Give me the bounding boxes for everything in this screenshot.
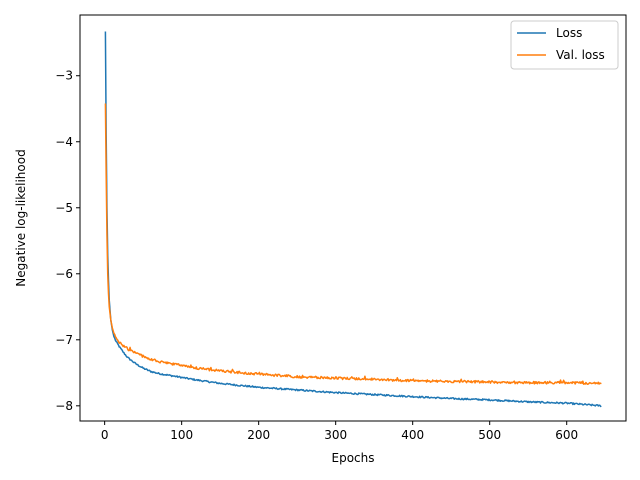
x-tick-label-3: 300 <box>324 428 347 442</box>
y-tick-label-1: −7 <box>55 333 73 347</box>
legend: Loss Val. loss <box>510 20 619 70</box>
y-tick-label-4: −4 <box>55 135 73 149</box>
x-axis-label: Epochs <box>332 451 375 465</box>
y-tick-label-2: −6 <box>55 267 73 281</box>
y-tick-label-0: −8 <box>55 399 73 413</box>
legend-label-loss: Loss <box>556 26 582 40</box>
x-tick-label-5: 500 <box>478 428 501 442</box>
x-tick-label-2: 200 <box>247 428 270 442</box>
plot-frame <box>79 14 627 422</box>
series-line-loss <box>104 31 602 408</box>
y-tick-label-3: −5 <box>55 201 73 215</box>
y-axis-label: Negative log-likelihood <box>14 149 28 286</box>
series-layer <box>104 31 602 408</box>
x-tick-label-6: 600 <box>555 428 578 442</box>
x-tick-label-4: 400 <box>401 428 424 442</box>
plot-background <box>80 15 626 421</box>
y-tick-label-5: −3 <box>55 69 73 83</box>
series-line-val-loss <box>104 103 602 385</box>
legend-label-val-loss: Val. loss <box>556 48 605 62</box>
x-tick-label-1: 100 <box>170 428 193 442</box>
x-tick-label-0: 0 <box>101 428 109 442</box>
tick-layer: 0 100 200 300 400 500 600 −8 −7 −6 −5 −4 −3 <box>55 69 578 442</box>
